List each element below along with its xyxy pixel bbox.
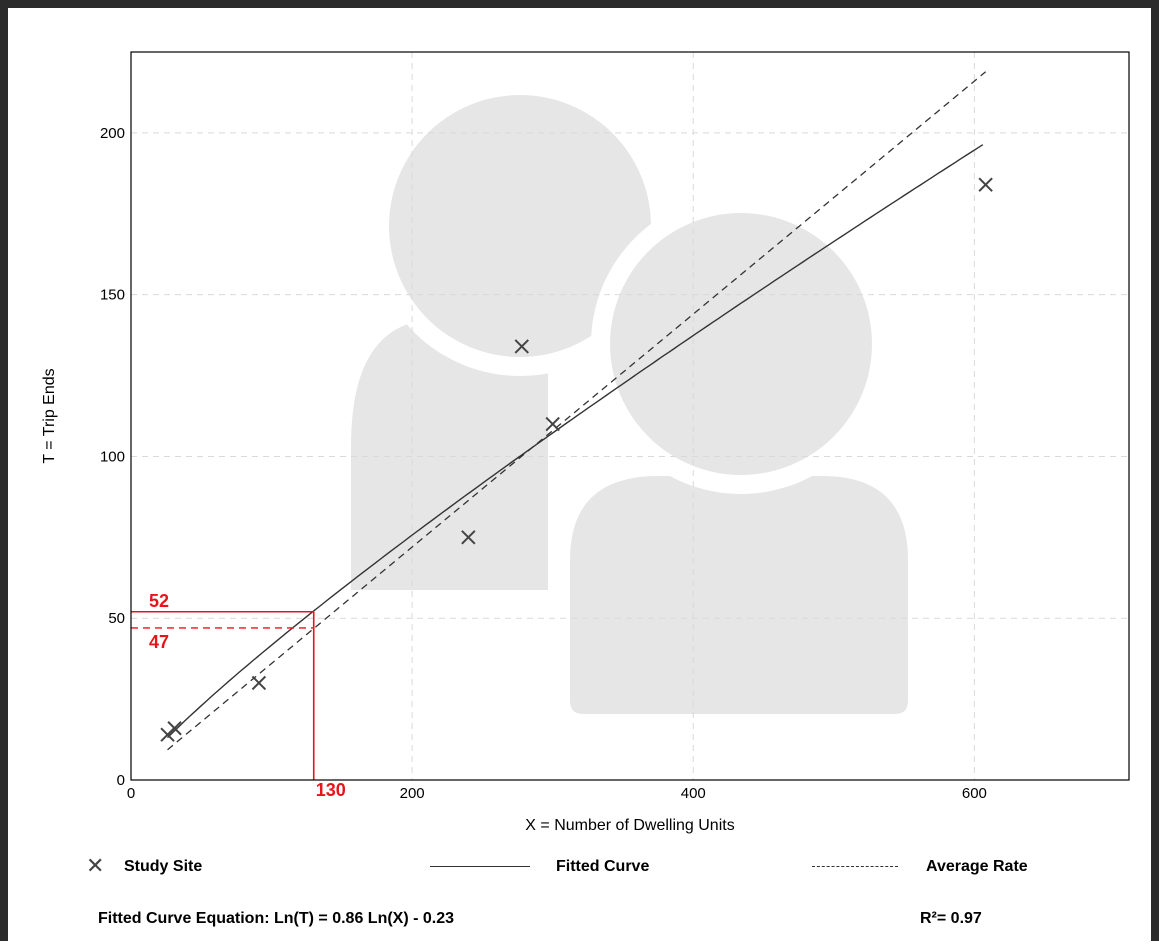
gridlines (131, 52, 1129, 780)
series-layer (160, 71, 993, 751)
fitted-value-label: 52 (149, 591, 169, 611)
y-tick-label: 0 (117, 772, 125, 789)
study-site-point (545, 416, 560, 432)
x-axis-label: X = Number of Dwelling Units (525, 817, 734, 834)
y-tick-label: 50 (108, 610, 125, 627)
study-site-mark-stroke (978, 177, 993, 192)
study-site-point (167, 721, 182, 736)
users-watermark-icon (351, 76, 910, 714)
study-site-mark-stroke (461, 530, 476, 545)
x-tick-label: 600 (962, 785, 987, 802)
watermark-back-head (389, 95, 651, 357)
y-axis-label: T = Trip Ends (41, 368, 58, 463)
x-value-label: 130 (316, 780, 346, 800)
study-site-point (251, 675, 267, 691)
plot-border (130, 51, 1130, 781)
watermark-front-body (570, 476, 908, 714)
tick-labels: 0 200 400 600 0 50 100 150 200 (100, 125, 987, 802)
study-site-point (978, 177, 993, 192)
study-site-mark-stroke (514, 339, 529, 354)
study-site-point (461, 530, 476, 545)
chart: 130 52 47 0 200 400 600 0 50 100 150 200 X = Numbe… (41, 51, 1130, 834)
y-tick-label: 200 (100, 125, 125, 142)
x-tick-label: 400 (681, 785, 706, 802)
study-site-mark-stroke (167, 721, 182, 736)
fitted-curve-line (167, 144, 984, 739)
average-rate-line (167, 71, 987, 751)
study-site-mark-stroke (545, 416, 560, 432)
average-value-label: 47 (149, 632, 169, 652)
y-tick-label: 100 (100, 448, 125, 465)
watermark-front-head (610, 213, 872, 475)
annotation-layer: 130 52 47 (131, 591, 346, 800)
y-tick-label: 150 (100, 287, 125, 304)
x-tick-label: 0 (127, 785, 135, 802)
study-site-point (514, 339, 529, 354)
x-tick-label: 200 (400, 785, 425, 802)
watermark-back-body (351, 324, 548, 590)
study-site-mark-stroke (251, 675, 267, 691)
